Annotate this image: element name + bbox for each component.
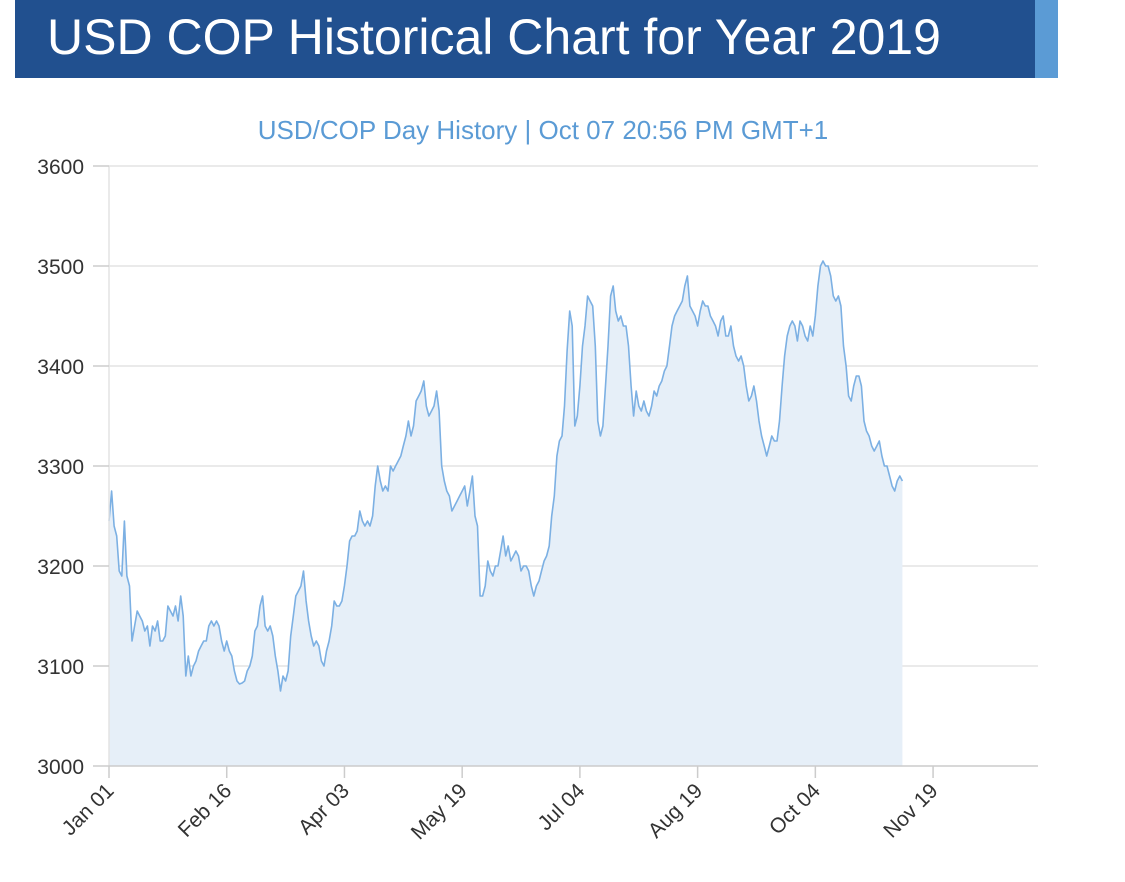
y-tick-label: 3400 <box>37 356 84 379</box>
x-tick-label: Nov 19 <box>879 779 942 842</box>
x-tick-label: May 19 <box>407 779 472 844</box>
header-accent <box>1035 0 1058 78</box>
y-tick-label: 3600 <box>37 156 84 179</box>
y-tick-label: 3200 <box>37 556 84 579</box>
x-tick-label: Oct 04 <box>765 779 825 839</box>
y-tick-label: 3100 <box>37 656 84 679</box>
x-tick-label: Jan 01 <box>58 779 119 840</box>
series-line <box>108 260 904 692</box>
x-tick-label: Feb 16 <box>174 779 237 842</box>
chart-title: USD/COP Day History | Oct 07 20:56 PM GM… <box>258 115 829 145</box>
header-bar: USD COP Historical Chart for Year 2019 <box>15 0 1035 78</box>
x-axis-tick-labels: Jan 01 Feb 16 Apr 03 May 19 Jul 04 Aug 19 Oct … <box>58 779 943 844</box>
chart-series-area <box>108 260 904 766</box>
x-tick-label: Aug 19 <box>644 779 707 842</box>
series-area-fill <box>109 261 903 766</box>
y-tick-label: 3000 <box>37 756 84 779</box>
chart-axes <box>93 165 1038 778</box>
x-tick-label: Apr 03 <box>294 779 354 839</box>
x-tick-label: Jul 04 <box>534 779 590 835</box>
y-tick-label: 3500 <box>37 256 84 279</box>
y-axis-tick-labels: 3000 3100 3200 3300 3400 3500 3600 <box>37 156 84 779</box>
y-tick-label: 3300 <box>37 456 84 479</box>
page-title: USD COP Historical Chart for Year 2019 <box>47 9 941 65</box>
